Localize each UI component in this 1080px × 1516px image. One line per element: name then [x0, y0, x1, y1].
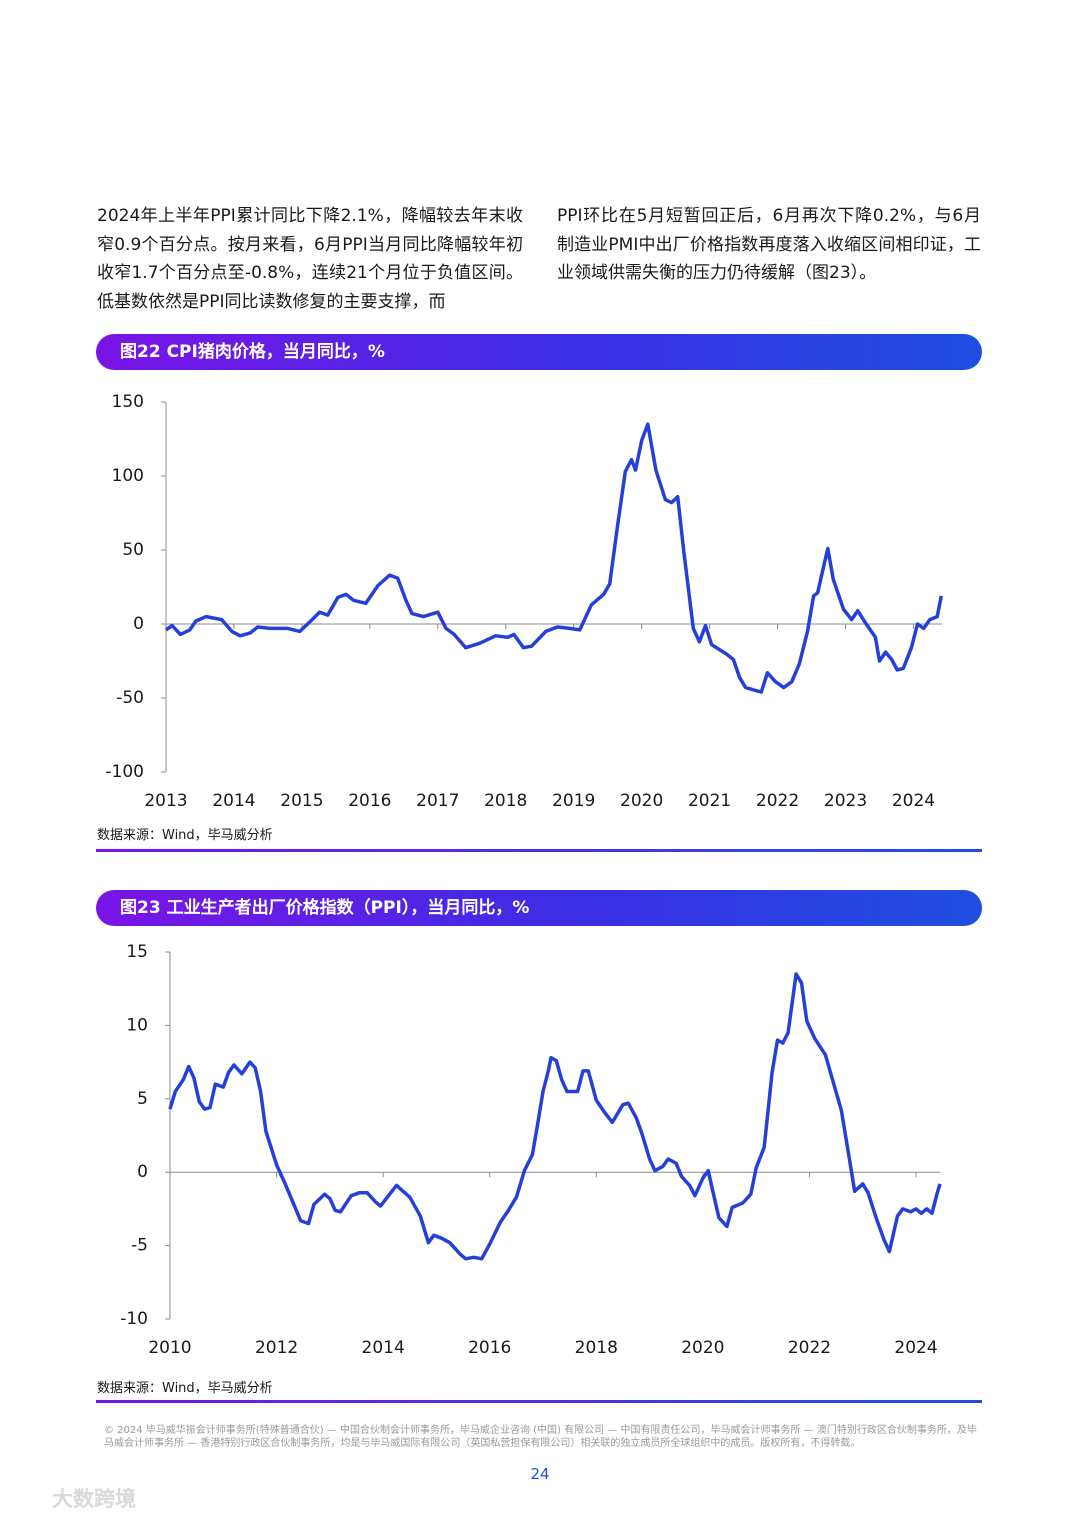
x-tick-label: 2024	[894, 1338, 937, 1358]
divider	[96, 1400, 982, 1403]
x-tick-label: 2012	[255, 1338, 298, 1358]
x-tick-label: 2021	[688, 791, 731, 811]
watermark: 大数跨境	[52, 1487, 136, 1511]
data-line	[168, 972, 942, 1261]
y-tick-label: 100	[112, 466, 144, 486]
x-tick-label: 2014	[362, 1338, 405, 1358]
x-tick-label: 2016	[348, 791, 391, 811]
y-tick-label: 0	[137, 1162, 148, 1182]
y-tick-label: 10	[126, 1015, 148, 1035]
x-tick-label: 2013	[144, 791, 187, 811]
y-tick-label: 150	[112, 392, 144, 412]
y-tick-label: 0	[133, 614, 144, 634]
x-tick-label: 2022	[756, 791, 799, 811]
paragraph: 2024年上半年PPI累计同比下降2.1%，降幅较去年末收窄0.9个百分点。按月…	[97, 206, 523, 312]
y-tick-label: -100	[105, 762, 144, 782]
y-tick-label: -10	[120, 1309, 148, 1329]
y-tick-label: -50	[116, 688, 144, 708]
y-tick-label: 15	[126, 942, 148, 962]
x-tick-label: 2024	[892, 791, 935, 811]
chart-title: 图23 工业生产者出厂价格指数（PPI），当月同比，%	[96, 890, 982, 926]
chart-source: 数据来源：Wind，毕马威分析	[97, 828, 273, 843]
x-tick-label: 2020	[620, 791, 663, 811]
x-tick-label: 2020	[681, 1338, 724, 1358]
data-line	[164, 422, 944, 694]
divider	[96, 849, 982, 852]
y-tick-label: 5	[137, 1089, 148, 1109]
y-tick-label: 50	[122, 540, 144, 560]
page-number: 24	[530, 1465, 550, 1483]
x-tick-label: 2022	[788, 1338, 831, 1358]
x-tick-label: 2017	[416, 791, 459, 811]
x-tick-label: 2010	[148, 1338, 191, 1358]
chart-title: 图22 CPI猪肉价格，当月同比，%	[96, 334, 982, 370]
y-tick-label: -5	[131, 1236, 148, 1256]
chart-source: 数据来源：Wind，毕马威分析	[97, 1381, 273, 1396]
paragraph: PPI环比在5月短暂回正后，6月再次下降0.2%，与6月制造业PMI中出厂价格指…	[557, 206, 981, 283]
x-tick-label: 2023	[824, 791, 867, 811]
x-tick-label: 2019	[552, 791, 595, 811]
x-tick-label: 2018	[575, 1338, 618, 1358]
footer: © 2024 毕马威华振会计师事务所(特殊普通合伙) — 中国合伙制会计师事务所…	[104, 1425, 977, 1449]
x-tick-label: 2016	[468, 1338, 511, 1358]
x-tick-label: 2018	[484, 791, 527, 811]
x-tick-label: 2014	[212, 791, 255, 811]
x-tick-label: 2015	[280, 791, 323, 811]
